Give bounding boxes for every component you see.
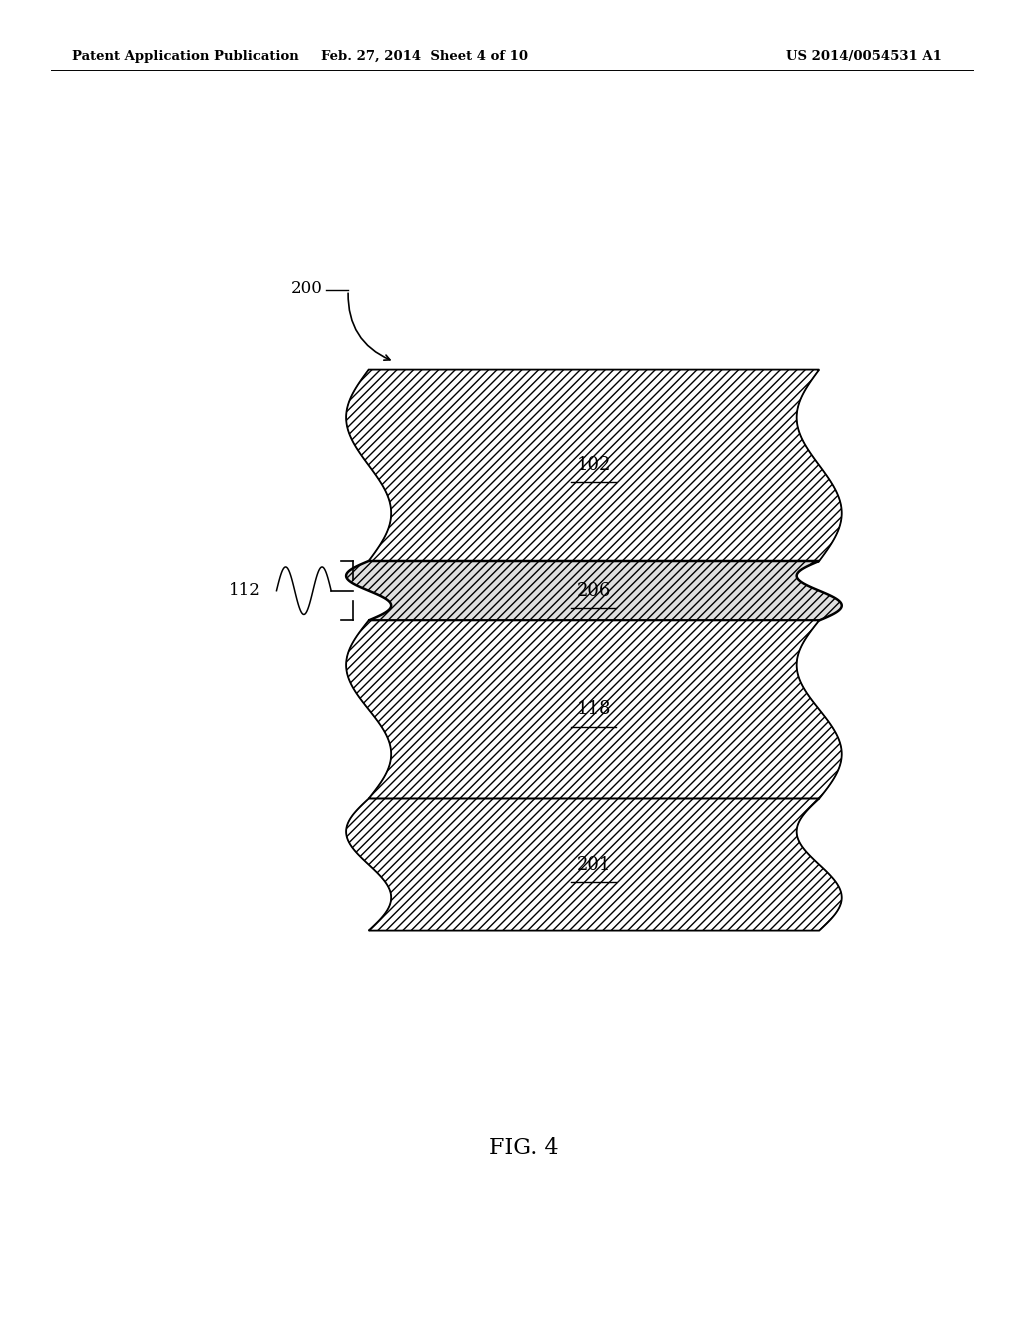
Text: 206: 206 [577,582,611,599]
Text: 200: 200 [291,280,323,297]
Polygon shape [346,370,842,561]
Polygon shape [346,561,842,620]
Polygon shape [346,620,842,799]
Text: US 2014/0054531 A1: US 2014/0054531 A1 [786,50,942,63]
Polygon shape [346,799,842,931]
Text: 102: 102 [577,457,611,474]
Text: 112: 112 [229,582,261,598]
Text: Patent Application Publication: Patent Application Publication [72,50,298,63]
Text: 201: 201 [577,855,611,874]
Text: 118: 118 [577,701,611,718]
Text: Feb. 27, 2014  Sheet 4 of 10: Feb. 27, 2014 Sheet 4 of 10 [322,50,528,63]
Text: FIG. 4: FIG. 4 [489,1138,559,1159]
